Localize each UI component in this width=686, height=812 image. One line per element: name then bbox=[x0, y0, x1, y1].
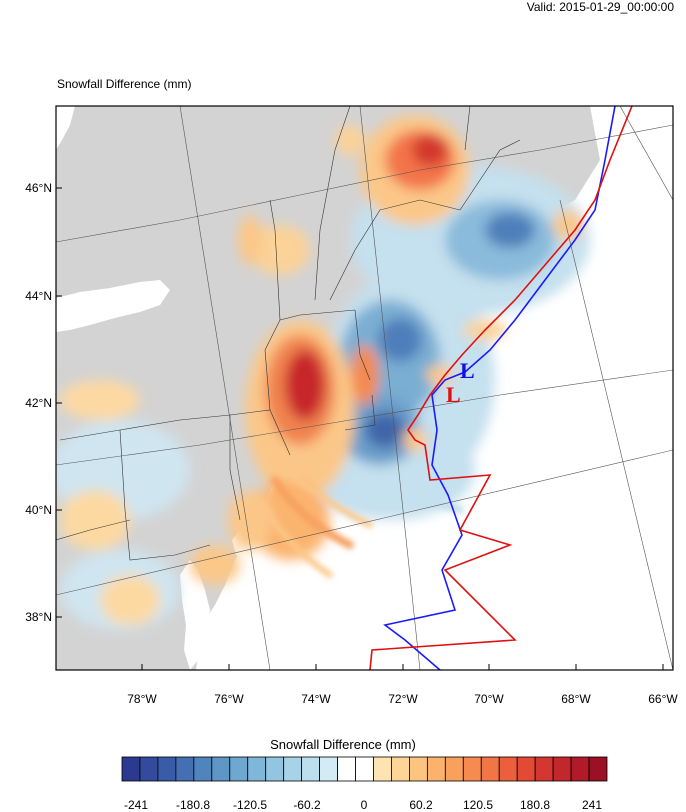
low-markers: L L bbox=[446, 358, 475, 407]
colorbar-box bbox=[265, 756, 285, 782]
colorbar-box bbox=[391, 756, 410, 782]
colorbar-box bbox=[283, 756, 303, 782]
colorbar-box bbox=[319, 756, 338, 782]
colorbar-box bbox=[588, 756, 608, 782]
lat-labels: 46°N 44°N 42°N 40°N 38°N bbox=[25, 181, 52, 624]
colorbar-box bbox=[337, 756, 356, 782]
track-red bbox=[369, 106, 633, 670]
map-content bbox=[56, 106, 673, 670]
lon-label: 76°W bbox=[214, 692, 244, 706]
lat-label: 42°N bbox=[25, 396, 52, 410]
colorbar-tick-label: -60.2 bbox=[293, 798, 321, 812]
lake-ontario bbox=[56, 280, 170, 332]
lake-erie bbox=[56, 106, 75, 150]
colorbar-box bbox=[426, 756, 446, 782]
colorbar-tick-label: 60.2 bbox=[409, 798, 433, 812]
colorbar-box bbox=[409, 756, 428, 782]
lon-label: 70°W bbox=[474, 692, 504, 706]
political-boundaries bbox=[56, 106, 521, 561]
lon-label: 68°W bbox=[561, 692, 591, 706]
lon-label: 78°W bbox=[127, 692, 157, 706]
low-marker-red: L bbox=[446, 382, 461, 407]
colorbar-tick-label: 0 bbox=[361, 798, 368, 812]
colorbar-tick-label: -241 bbox=[124, 798, 148, 812]
colorbar-box bbox=[498, 756, 518, 782]
colorbar-box bbox=[121, 756, 141, 782]
colorbar-box bbox=[570, 756, 590, 782]
colorbar-tick-label: 180.8 bbox=[520, 798, 550, 812]
colorbar-tick-label: -120.5 bbox=[233, 798, 267, 812]
plot-frame bbox=[55, 105, 674, 671]
lat-label: 44°N bbox=[25, 289, 52, 303]
colorbar-box bbox=[247, 756, 267, 782]
lat-label: 46°N bbox=[25, 181, 52, 195]
lon-labels: 78°W 76°W 74°W 72°W 70°W 68°W 66°W bbox=[127, 692, 678, 706]
lon-axis bbox=[141, 664, 664, 670]
colorbar-box bbox=[516, 756, 536, 782]
colorbar-box bbox=[139, 756, 159, 782]
colorbar-box bbox=[552, 756, 572, 782]
colorbar-box bbox=[355, 756, 374, 782]
colorbar-box bbox=[480, 756, 500, 782]
lon-label: 74°W bbox=[301, 692, 331, 706]
colorbar-box bbox=[229, 756, 249, 782]
colorbar-labels: -241 -180.8 -120.5 -60.2 0 60.2 120.5 18… bbox=[124, 798, 602, 812]
colorbar-tick-label: 241 bbox=[582, 798, 602, 812]
snowfall-field bbox=[56, 115, 590, 630]
low-marker-blue: L bbox=[460, 358, 475, 383]
colorbar-box bbox=[373, 756, 392, 782]
track-blue bbox=[383, 106, 616, 670]
chesapeake-bay bbox=[180, 560, 210, 670]
graticule bbox=[56, 106, 673, 670]
colorbar bbox=[121, 756, 608, 782]
lat-axis bbox=[56, 187, 62, 618]
colorbar-tick-label: -180.8 bbox=[176, 798, 210, 812]
lon-label: 72°W bbox=[388, 692, 418, 706]
colorbar-title: Snowfall Difference (mm) bbox=[270, 737, 416, 752]
lat-label: 38°N bbox=[25, 610, 52, 624]
colorbar-box bbox=[211, 756, 231, 782]
colorbar-box bbox=[301, 756, 320, 782]
lon-label: 66°W bbox=[648, 692, 678, 706]
lat-label: 40°N bbox=[25, 503, 52, 517]
colorbar-box bbox=[175, 756, 195, 782]
valid-time: Valid: 2015-01-29_00:00:00 bbox=[526, 0, 674, 14]
colorbar-box bbox=[444, 756, 464, 782]
colorbar-tick-label: 120.5 bbox=[463, 798, 493, 812]
colorbar-box bbox=[193, 756, 213, 782]
map-title: Snowfall Difference (mm) bbox=[57, 77, 192, 91]
colorbar-box bbox=[462, 756, 482, 782]
colorbar-box bbox=[534, 756, 554, 782]
colorbar-box bbox=[157, 756, 177, 782]
